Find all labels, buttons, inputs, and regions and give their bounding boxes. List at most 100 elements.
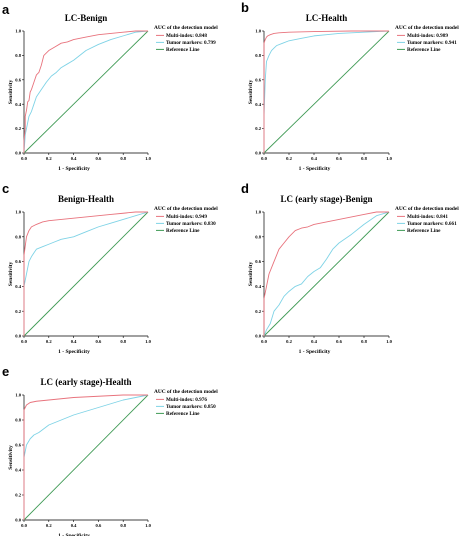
legend-label-reference: Reference Line [407,228,441,234]
y-tick-label: 1.0 [255,210,261,215]
series-line-reference [263,30,390,154]
legend-label-multi: Multi-index: 0.949 [166,214,207,220]
panel-title: Benign-Health [58,194,114,204]
series-line-multi [23,211,148,336]
x-tick-label: 0.8 [361,339,367,344]
y-axis-label: Sensitivity [8,445,14,470]
legend-title: AUC of the detection model [154,25,218,31]
panel-letter: a [2,2,10,17]
x-tick-label: 0.2 [286,339,292,344]
y-tick-label: 0.8 [15,53,21,58]
legend-label-reference: Reference Line [166,47,200,53]
series-line-multi [263,30,389,153]
y-tick-label: 0.0 [15,518,21,523]
y-axis-label: Sensitivity [248,80,254,105]
x-tick-label: 0.0 [21,156,27,161]
y-tick-label: 0.6 [255,259,261,264]
x-axis-label: 1 - Specificity [299,166,331,172]
roc-panel-e: e LC (early stage)-Health 0.0 0.2 0.4 0.6 0.8 1… [2,364,218,536]
x-tick-label: 0.6 [336,339,342,344]
series-line-tumor [23,211,149,336]
panel-letter: b [241,0,249,15]
x-tick-label: 0.2 [46,156,52,161]
y-tick-label: 0.2 [15,309,21,314]
series-line-tumor [263,30,390,153]
x-tick-label: 0.6 [96,339,102,344]
x-tick-label: 0.8 [120,523,126,528]
legend-title: AUC of the detection model [395,206,459,212]
series-line-tumor [23,30,149,154]
x-tick-label: 0.8 [120,156,126,161]
y-tick-label: 0.0 [15,334,21,339]
panel-letter: c [2,181,9,196]
series-line-reference [23,211,149,337]
x-tick-label: 0.0 [21,339,27,344]
y-tick-label: 0.4 [255,284,261,289]
legend-label-tumor: Tumor markers: 0.941 [407,40,457,46]
y-tick-label: 0.4 [15,284,21,289]
legend-label-multi: Multi-index: 0.976 [166,397,207,403]
panel-title: LC-Benign [65,13,108,23]
x-tick-label: 1.0 [145,523,151,528]
legend-label-tumor: Tumor markers: 0.799 [166,40,216,46]
legend-title: AUC of the detection model [395,25,459,31]
legend-title: AUC of the detection model [154,389,218,395]
y-axis-label: Sensitivity [8,80,14,105]
x-axis-label: 1 - Specificity [58,166,90,172]
x-tick-label: 1.0 [145,339,151,344]
x-tick-label: 0.0 [261,156,267,161]
roc-panel-d: d LC (early stage)-Benign 0.0 0.2 0.4 0.6 0.8 1… [241,181,459,355]
y-tick-label: 0.8 [255,53,261,58]
x-tick-label: 0.4 [311,156,317,161]
panel-letter: e [2,364,9,379]
legend-label-tumor: Tumor markers: 0.830 [166,221,216,227]
x-tick-label: 0.4 [71,156,77,161]
x-tick-label: 0.6 [336,156,342,161]
y-tick-label: 0.0 [255,334,261,339]
x-tick-label: 0.4 [71,523,77,528]
y-tick-label: 0.2 [255,126,261,131]
roc-panel-a: a LC-Benign 0.0 0.2 0.4 0.6 0.8 1.0 0.0 0.2 0.4 0.6… [2,2,218,172]
y-tick-label: 0.8 [15,234,21,239]
panel-title: LC (early stage)-Health [41,377,132,387]
legend-label-multi: Multi-index: 0.848 [166,33,207,39]
x-tick-label: 0.4 [311,339,317,344]
x-tick-label: 0.2 [46,523,52,528]
series-line-reference [23,394,149,521]
panel-letter: d [241,181,249,196]
y-tick-label: 0.2 [15,126,21,131]
y-tick-label: 0.2 [15,493,21,498]
x-tick-label: 0.4 [71,339,77,344]
x-axis-label: 1 - Specificity [58,533,90,536]
y-tick-label: 1.0 [15,210,21,215]
series-line-multi [23,30,148,153]
x-axis-label: 1 - Specificity [58,349,90,355]
legend-label-tumor: Tumor markers: 0.850 [166,404,216,410]
legend-label-reference: Reference Line [407,47,441,53]
x-tick-label: 0.6 [96,523,102,528]
y-tick-label: 0.2 [255,309,261,314]
panel-title: LC (early stage)-Benign [281,194,373,204]
legend-label-tumor: Tumor markers: 0.661 [407,221,457,227]
legend-title: AUC of the detection model [154,206,218,212]
x-tick-label: 0.6 [96,156,102,161]
legend-label-multi: Multi-index: 0.841 [407,214,448,220]
y-axis-label: Sensitivity [8,262,14,287]
y-tick-label: 0.6 [255,77,261,82]
x-tick-label: 1.0 [145,156,151,161]
x-tick-label: 0.8 [120,339,126,344]
series-line-multi [263,211,389,336]
y-tick-label: 0.6 [15,77,21,82]
y-tick-label: 0.4 [255,102,261,107]
y-axis-label: Sensitivity [248,262,254,287]
series-line-reference [23,30,149,154]
y-tick-label: 0.6 [15,443,21,448]
y-tick-label: 0.4 [15,468,21,473]
roc-panel-c: c Benign-Health 0.0 0.2 0.4 0.6 0.8 1.0 0.0 0.2 0.… [2,181,218,355]
x-tick-label: 0.8 [361,156,367,161]
y-tick-label: 1.0 [15,393,21,398]
series-line-tumor [263,211,390,337]
x-tick-label: 0.2 [286,156,292,161]
legend-label-multi: Multi-index: 0.989 [407,33,448,39]
